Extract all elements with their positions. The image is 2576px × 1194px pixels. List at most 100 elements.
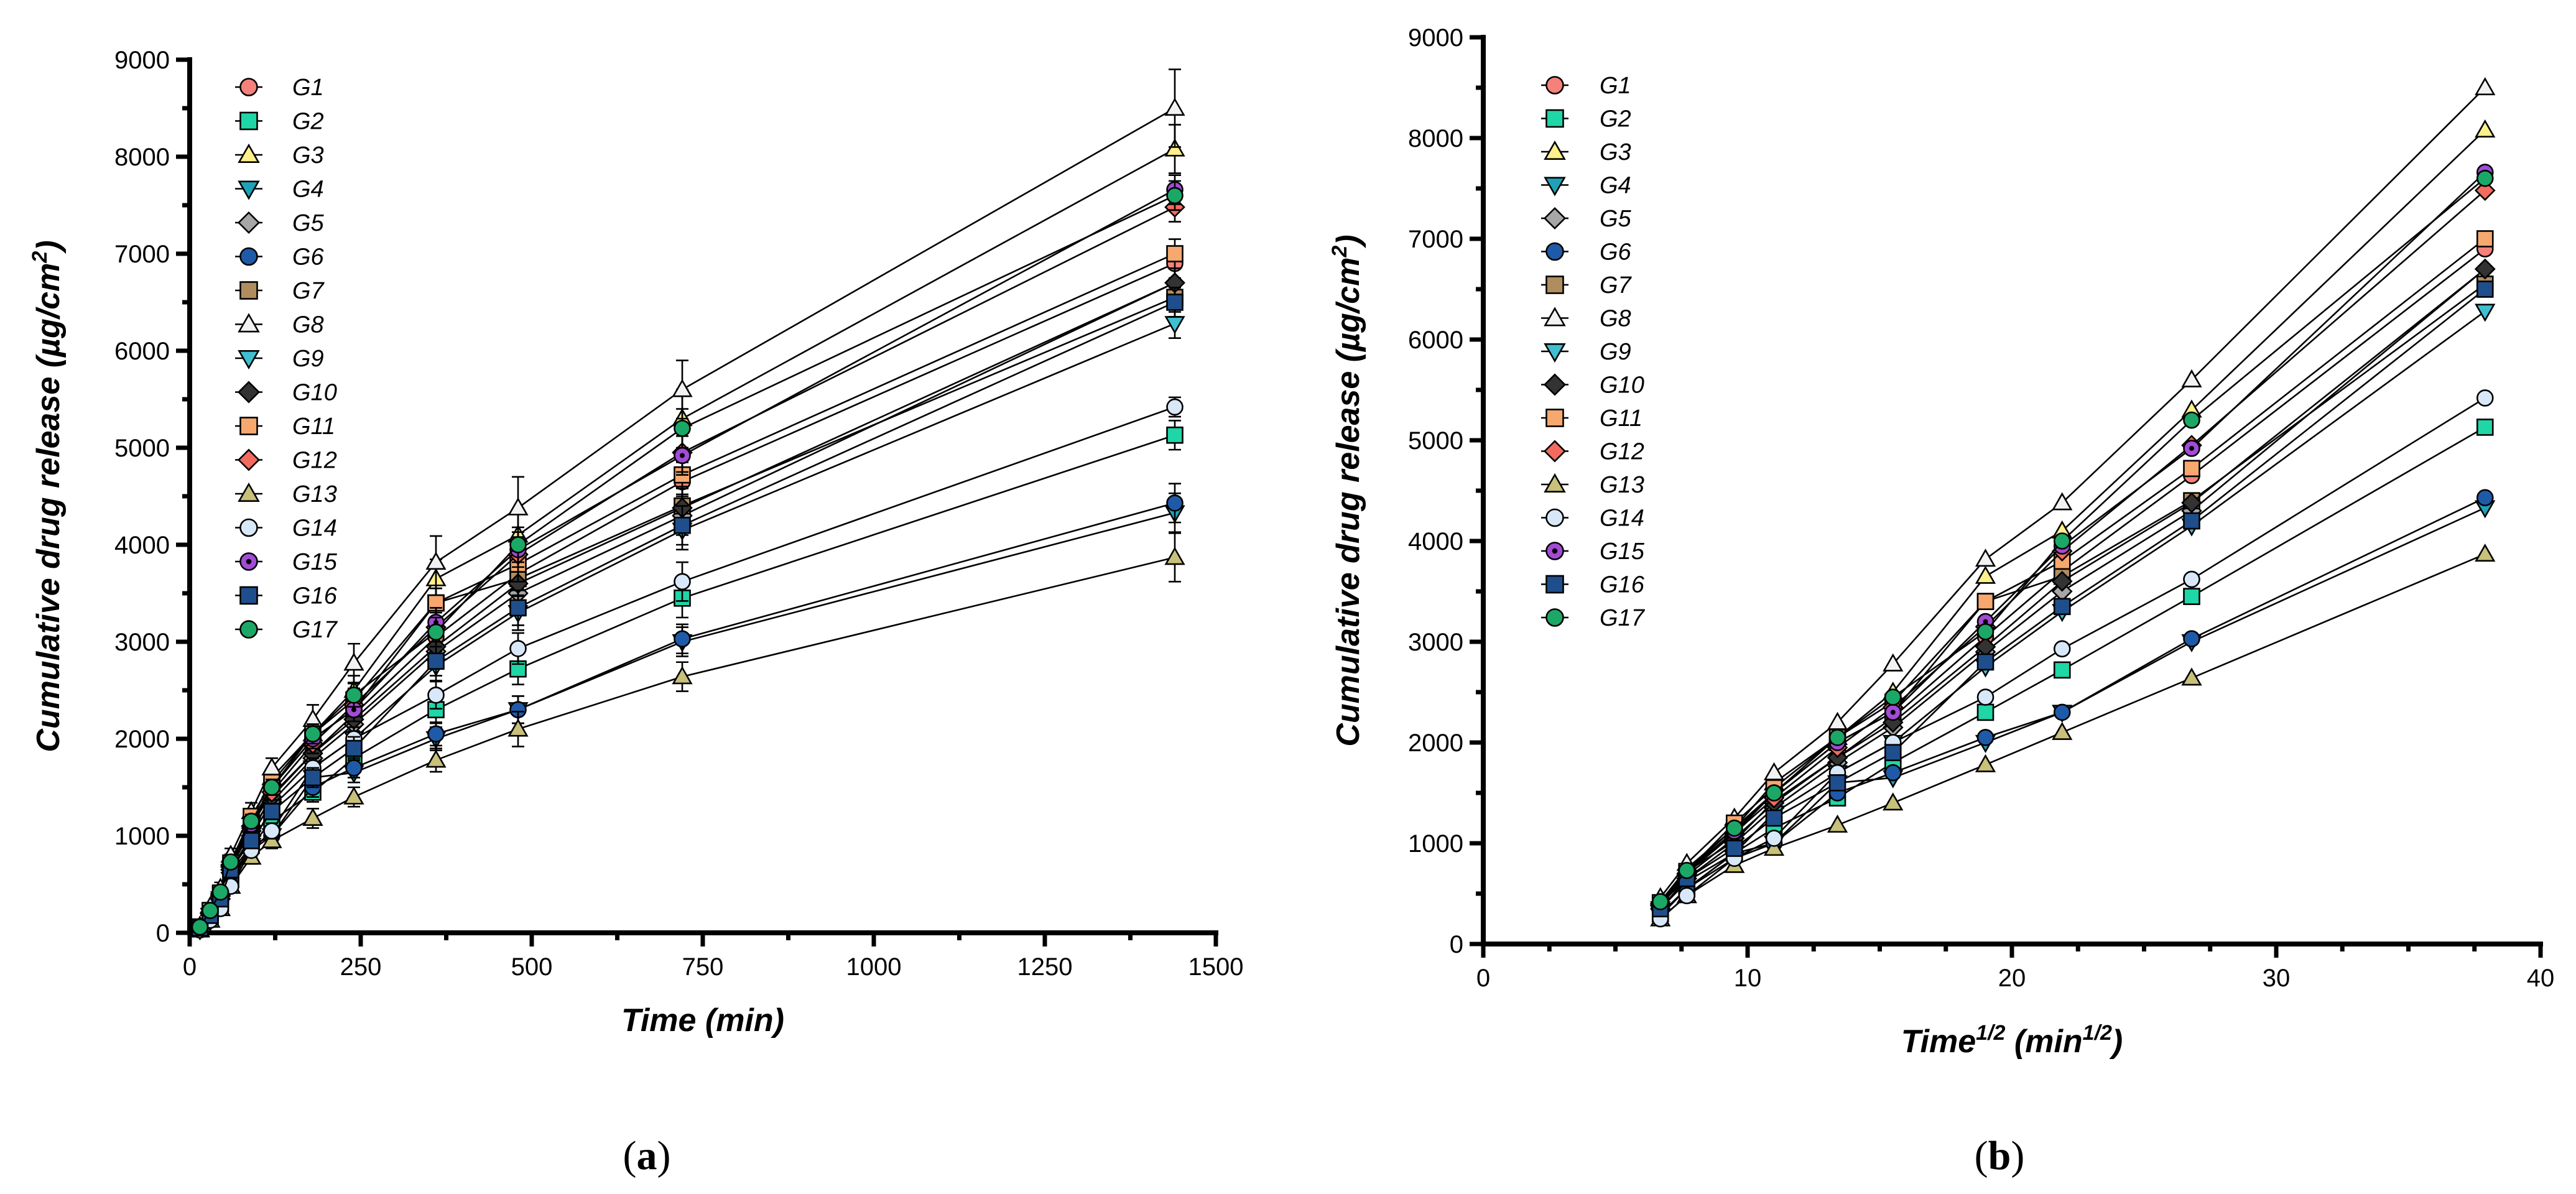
legend-marker-G12-b — [1543, 440, 1567, 463]
legend-label-G5-a: G5 — [292, 210, 325, 236]
legend-marker-G5-a — [237, 211, 261, 234]
data-point-G6-b — [2476, 489, 2494, 507]
x-tick-label-b: 30 — [2263, 965, 2291, 992]
data-point-G3-a — [1164, 138, 1185, 157]
data-point-G14-a — [509, 640, 527, 657]
y-tick-label-a: 1000 — [114, 823, 170, 850]
data-point-G17-a — [211, 883, 229, 901]
x-tick-label-a: 0 — [183, 953, 197, 981]
data-point-G13-b — [2181, 667, 2202, 686]
legend-label-G7-a: G7 — [292, 278, 325, 304]
data-point-G6-a — [427, 725, 445, 743]
series-line-G13-b — [1659, 553, 2486, 920]
x-tick-label-a: 1500 — [1188, 953, 1244, 981]
data-point-G11-b — [1976, 593, 1995, 611]
data-point-G14-a — [427, 687, 445, 704]
chart-panel-b: 0 1000 2000 3000 4000 5000 6000 7000 8000 9000 0 10… — [1328, 24, 2554, 1178]
y-tick-label-b: 5000 — [1408, 427, 1463, 455]
data-point-G17-a — [509, 536, 527, 553]
legend-marker-G14-b — [1545, 508, 1564, 527]
legend-label-G12-a: G12 — [292, 448, 337, 474]
y-tick-label-b: 2000 — [1408, 729, 1463, 757]
data-point-G13-a — [425, 749, 447, 768]
series-line-G8-b — [1659, 87, 2486, 899]
data-point-G2-b — [2053, 661, 2071, 679]
data-point-G11-b — [2476, 230, 2494, 248]
data-point-G6-a — [1166, 494, 1184, 512]
data-point-G17-a — [1166, 187, 1184, 205]
x-axis-title-a: Time (min) — [621, 1002, 784, 1039]
data-point-G13-b — [1883, 792, 1904, 811]
series-line-G14-b — [1659, 397, 2486, 920]
series-line-G15-b — [1659, 172, 2486, 904]
data-point-G13-a — [302, 807, 323, 826]
data-point-G14-b — [1765, 830, 1783, 847]
series-G12-a — [189, 192, 1185, 938]
y-tick-label-b: 4000 — [1408, 528, 1463, 555]
legend-label-G13-b: G13 — [1600, 472, 1644, 498]
legend-label-G14-a: G14 — [292, 516, 337, 542]
data-point-G14-a — [674, 573, 691, 591]
y-tick-label-a: 9000 — [114, 47, 170, 74]
data-point-G8-a — [672, 379, 693, 397]
legend-label-G1-b: G1 — [1600, 73, 1631, 99]
x-axis-title-b: Time1/2 (min1/2) — [1901, 1021, 2123, 1060]
data-point-G8-b — [1883, 653, 1904, 672]
data-point-G16-b — [2183, 512, 2200, 530]
data-point-G17-a — [674, 419, 691, 437]
data-point-G13-b — [2052, 721, 2073, 740]
data-point-G16-b — [1884, 744, 1902, 761]
x-tick-label-a: 1250 — [1017, 953, 1073, 981]
data-point-G6-b — [2183, 630, 2200, 647]
legend-marker-G3-a — [238, 143, 260, 163]
data-point-G17-b — [1765, 784, 1783, 802]
legend-marker-G9-b — [1544, 343, 1566, 363]
y-tick-label-a: 8000 — [114, 144, 170, 171]
data-point-G10-b — [2181, 492, 2202, 514]
legend-marker-G5-b — [1543, 206, 1567, 230]
series-line-G9-a — [199, 323, 1175, 929]
series-G9-a — [189, 308, 1185, 939]
legend-label-G5-b: G5 — [1600, 206, 1632, 232]
legend-marker-G16-b — [1545, 575, 1564, 594]
legend-label-G9-a: G9 — [292, 346, 324, 372]
panel-label-a: (a) — [623, 1133, 671, 1178]
data-point-G2-b — [1976, 703, 1995, 721]
legend-marker-G7-a — [239, 281, 258, 300]
data-point-G11-a — [1166, 245, 1184, 262]
data-point-G17-a — [345, 687, 363, 704]
series-line-G11-b — [1659, 238, 2486, 904]
series-line-G17-a — [199, 195, 1175, 928]
data-point-G13-a — [261, 830, 282, 848]
data-point-G2-a — [1166, 426, 1184, 444]
chart-panel-a: 0 1000 2000 3000 4000 5000 6000 7000 8000 9000 0 25… — [28, 47, 1243, 1178]
data-point-G2-b — [2476, 419, 2494, 436]
data-point-G16-b — [1828, 774, 1846, 792]
y-tick-label-b: 0 — [1450, 931, 1463, 958]
y-tick-label-a: 2000 — [114, 726, 170, 753]
legend-marker-G7-b — [1545, 275, 1564, 294]
legend-marker-G3-b — [1544, 140, 1566, 160]
data-point-G14-b — [1976, 688, 1995, 706]
series-line-G5-b — [1659, 268, 2486, 905]
data-point-G17-a — [222, 853, 239, 871]
series-line-G10-b — [1659, 268, 2486, 907]
legend-label-G15-a: G15 — [292, 549, 338, 575]
series-line-G16-b — [1659, 288, 2486, 910]
legend-marker-G10-a — [237, 381, 261, 404]
legend-marker-G2-a — [239, 111, 258, 131]
data-point-G8-b — [2475, 77, 2496, 96]
data-point-G8-b — [2052, 492, 2073, 511]
series-line-G17-b — [1659, 177, 2486, 902]
data-point-G15-b-center-dot — [1890, 710, 1896, 715]
y-axis-title-b: Cumulative drug release (µg/cm2) — [1328, 234, 1366, 746]
x-tick-label-a: 750 — [682, 953, 724, 981]
data-point-G10-b — [2474, 258, 2496, 280]
legend-label-G9-b: G9 — [1600, 339, 1631, 365]
data-point-G17-b — [1651, 893, 1669, 910]
data-point-G17-a — [304, 725, 322, 743]
legend-label-G8-b: G8 — [1600, 306, 1631, 332]
data-point-G16-a — [345, 739, 363, 757]
series-line-G7-b — [1659, 283, 2486, 905]
